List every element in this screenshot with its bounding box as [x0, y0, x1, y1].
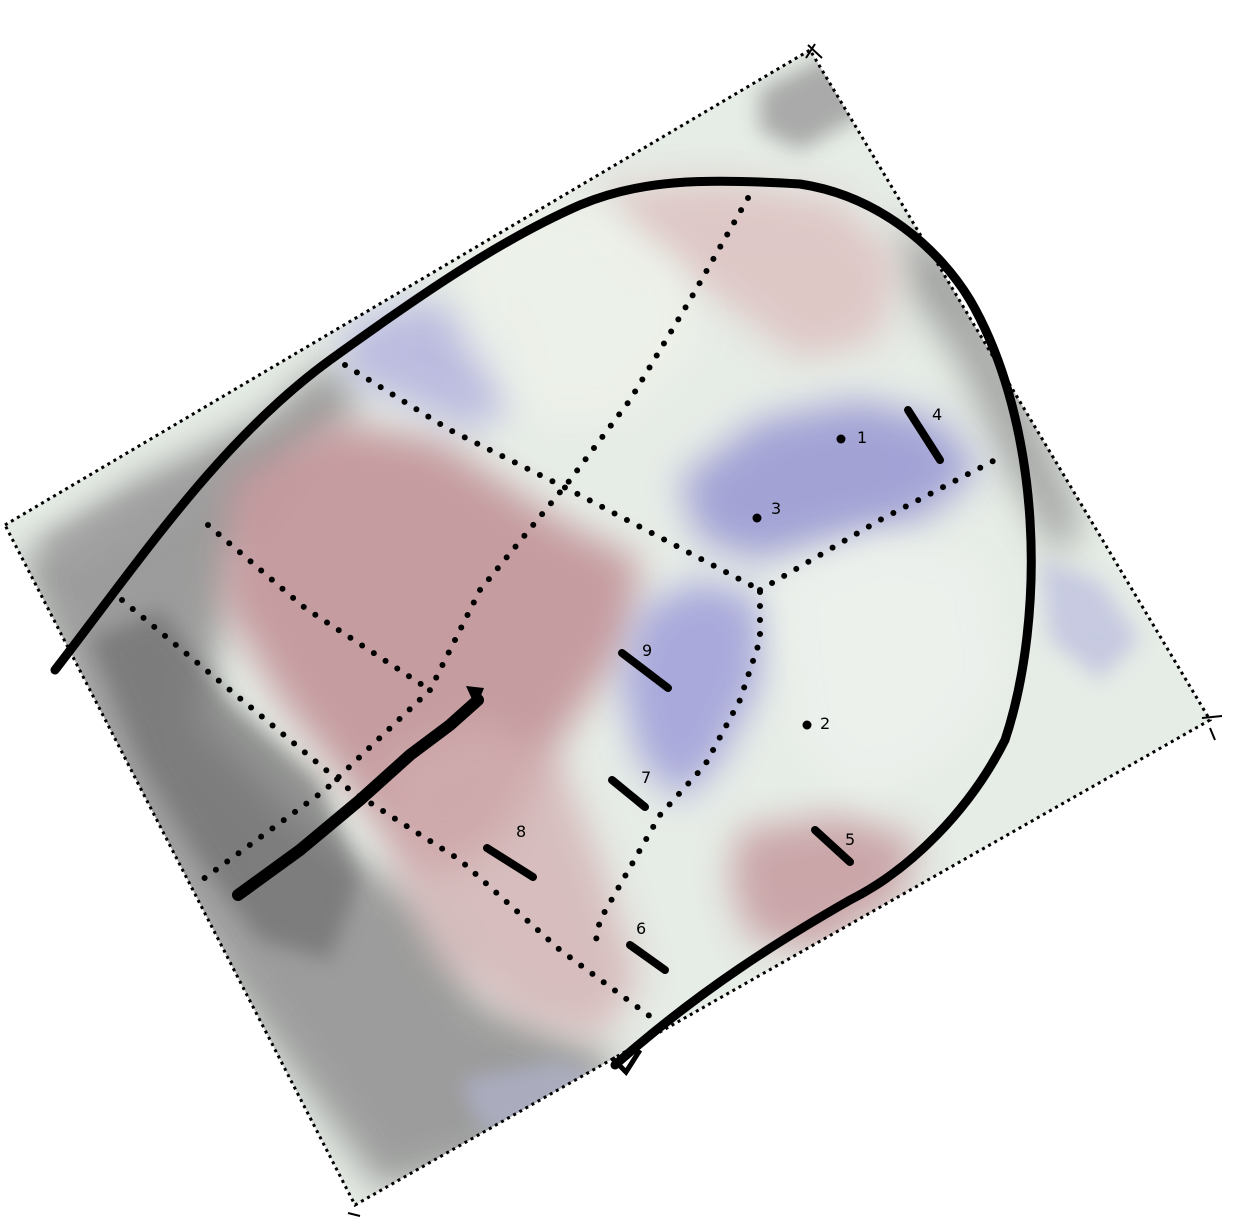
dotted-line-e	[205, 522, 433, 693]
red-region-lower	[380, 720, 640, 1040]
dotted-line-d	[592, 589, 763, 948]
marker-label-3: 3	[771, 499, 781, 518]
dash-marker-6	[626, 941, 669, 974]
marker-label-4: 4	[932, 405, 942, 424]
arrow-head	[466, 686, 484, 708]
dash-marker-5	[811, 826, 854, 866]
marker-label-1: 1	[857, 428, 867, 447]
gray-region-right	[900, 220, 1080, 560]
pale-region-center-top	[460, 200, 700, 420]
gray-region-bottom-left	[90, 610, 360, 960]
corner-tick-bottom	[347, 1212, 361, 1217]
point-marker-2	[802, 720, 812, 730]
dash-marker-4	[904, 406, 944, 464]
dotted-line-f	[119, 597, 658, 1023]
map-tile	[3, 43, 1223, 1217]
marker-label-7: 7	[641, 768, 651, 787]
tile-color-fields	[20, 55, 1140, 1190]
dotted-line-c	[757, 457, 998, 593]
marker-label-2: 2	[820, 714, 830, 733]
point-marker-1	[836, 434, 846, 444]
dash-marker-8	[483, 844, 537, 881]
red-region-top	[600, 180, 900, 360]
marker-label-9: 9	[642, 641, 652, 660]
tile-border	[3, 47, 1213, 1208]
outline-end-cap	[610, 1048, 643, 1076]
corner-tick-top	[805, 43, 823, 59]
dotted-lines	[119, 195, 998, 1023]
dotted-line-a	[192, 195, 751, 888]
point-markers	[752, 434, 846, 730]
thick-arrow-line	[232, 694, 484, 901]
marker-labels: 1 2 3 4 5 6 7 8 9	[516, 405, 942, 938]
marker-label-6: 6	[636, 919, 646, 938]
dash-markers	[483, 406, 944, 974]
region-outline	[50, 176, 1036, 1070]
marker-label-5: 5	[845, 830, 855, 849]
corner-tick-right	[1201, 715, 1223, 741]
dotted-line-b	[342, 362, 763, 593]
marker-label-8: 8	[516, 822, 526, 841]
pale-region-right	[780, 540, 1000, 790]
dash-marker-7	[608, 776, 649, 811]
dash-marker-9	[618, 649, 672, 692]
blue-region-far-right	[1040, 560, 1140, 680]
gray-region-left	[20, 360, 620, 1190]
blue-region-center	[620, 580, 760, 800]
point-marker-3	[752, 513, 762, 523]
